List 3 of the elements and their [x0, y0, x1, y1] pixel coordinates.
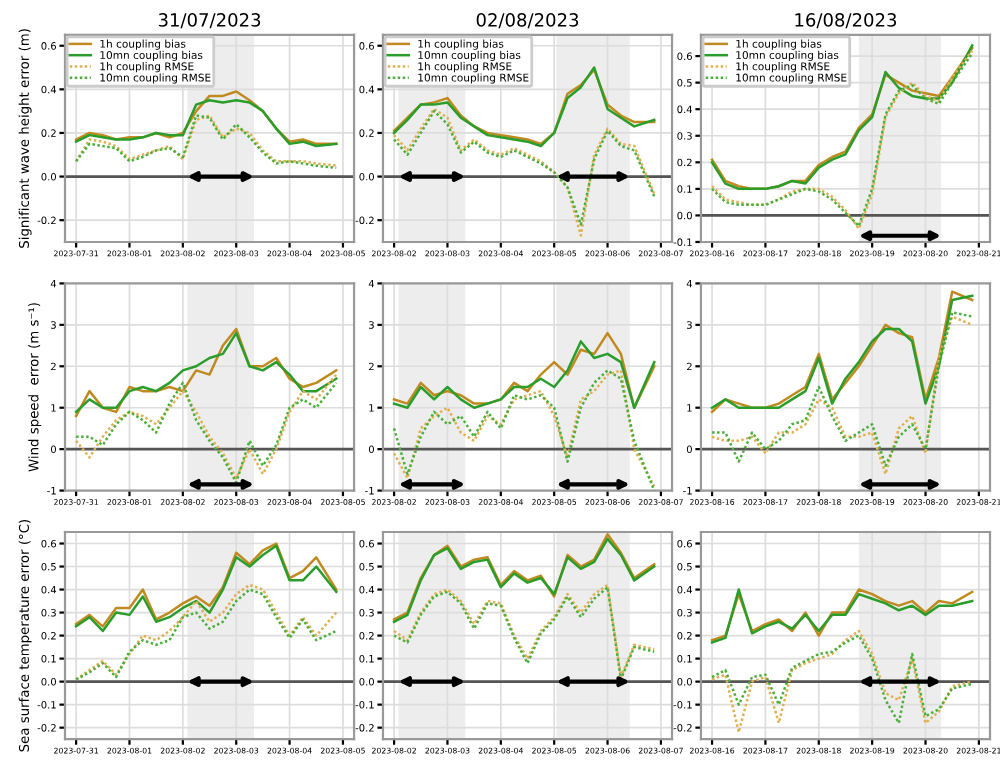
- chart-title: 31/07/2023: [158, 13, 261, 29]
- chart-title: 16/08/2023: [795, 13, 897, 29]
- chart-title: 02/08/2023: [476, 13, 579, 29]
